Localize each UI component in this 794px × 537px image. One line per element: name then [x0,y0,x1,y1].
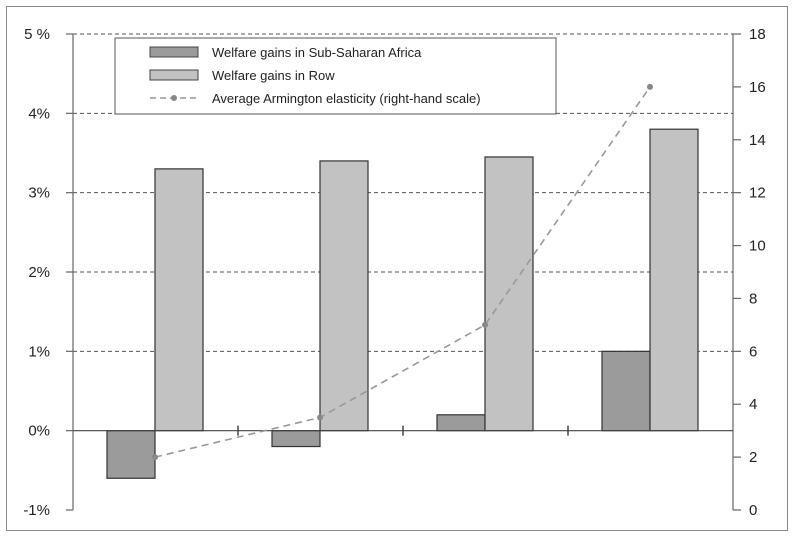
legend-label-elasticity: Average Armington elasticity (right-hand… [212,91,481,106]
bar-row [319,160,369,432]
legend-swatch-marker [171,95,177,101]
line-layer [152,83,653,461]
axis-layer: -1% 0% 1% 2% 3% 4% 5 % 0 2 4 6 8 10 12 14 16 18 [23,26,765,519]
left-axis-tick-label: 1% [28,343,50,360]
bar-row [484,156,534,432]
left-axis-tick-label: 3% [28,185,50,202]
left-axis-tick-label: 4% [28,105,50,122]
right-axis-tick-label: 14 [749,132,766,149]
bar-row [154,168,204,432]
left-axis-tick-label: 2% [28,264,50,281]
right-axis-tick-label: 2 [749,449,757,466]
right-axis-tick-label: 12 [749,185,766,202]
bar-sub-saharan-africa [601,350,651,432]
right-axis-tick-label: 10 [749,238,766,255]
legend-label-sub-saharan-africa: Welfare gains in Sub-Saharan Africa [212,45,422,60]
bar-row [649,128,699,432]
right-axis-tick-label: 0 [749,502,757,519]
legend-label-row: Welfare gains in Row [212,68,335,83]
right-axis-tick-label: 6 [749,343,757,360]
bar-sub-saharan-africa [436,414,486,432]
bar-sub-saharan-africa [271,430,321,448]
right-axis-tick-label: 16 [749,79,766,96]
legend-swatch-row [149,69,199,81]
left-axis-tick-label: -1% [23,502,50,519]
legend: Welfare gains in Sub-Saharan Africa Welf… [114,37,557,115]
bar-layer [106,128,699,479]
elasticity-point [647,83,653,90]
elasticity-line [154,86,651,458]
right-axis-tick-label: 4 [749,396,757,413]
elasticity-point [317,414,323,421]
left-axis-tick-label: 5 % [24,26,50,43]
elasticity-point [482,321,488,328]
legend-swatch-sub-saharan-africa [149,46,199,58]
elasticity-point [152,454,158,461]
right-axis-tick-label: 18 [749,26,766,43]
right-axis-tick-label: 8 [749,290,757,307]
left-axis-tick-label: 0% [28,423,50,440]
bar-sub-saharan-africa [106,430,156,479]
